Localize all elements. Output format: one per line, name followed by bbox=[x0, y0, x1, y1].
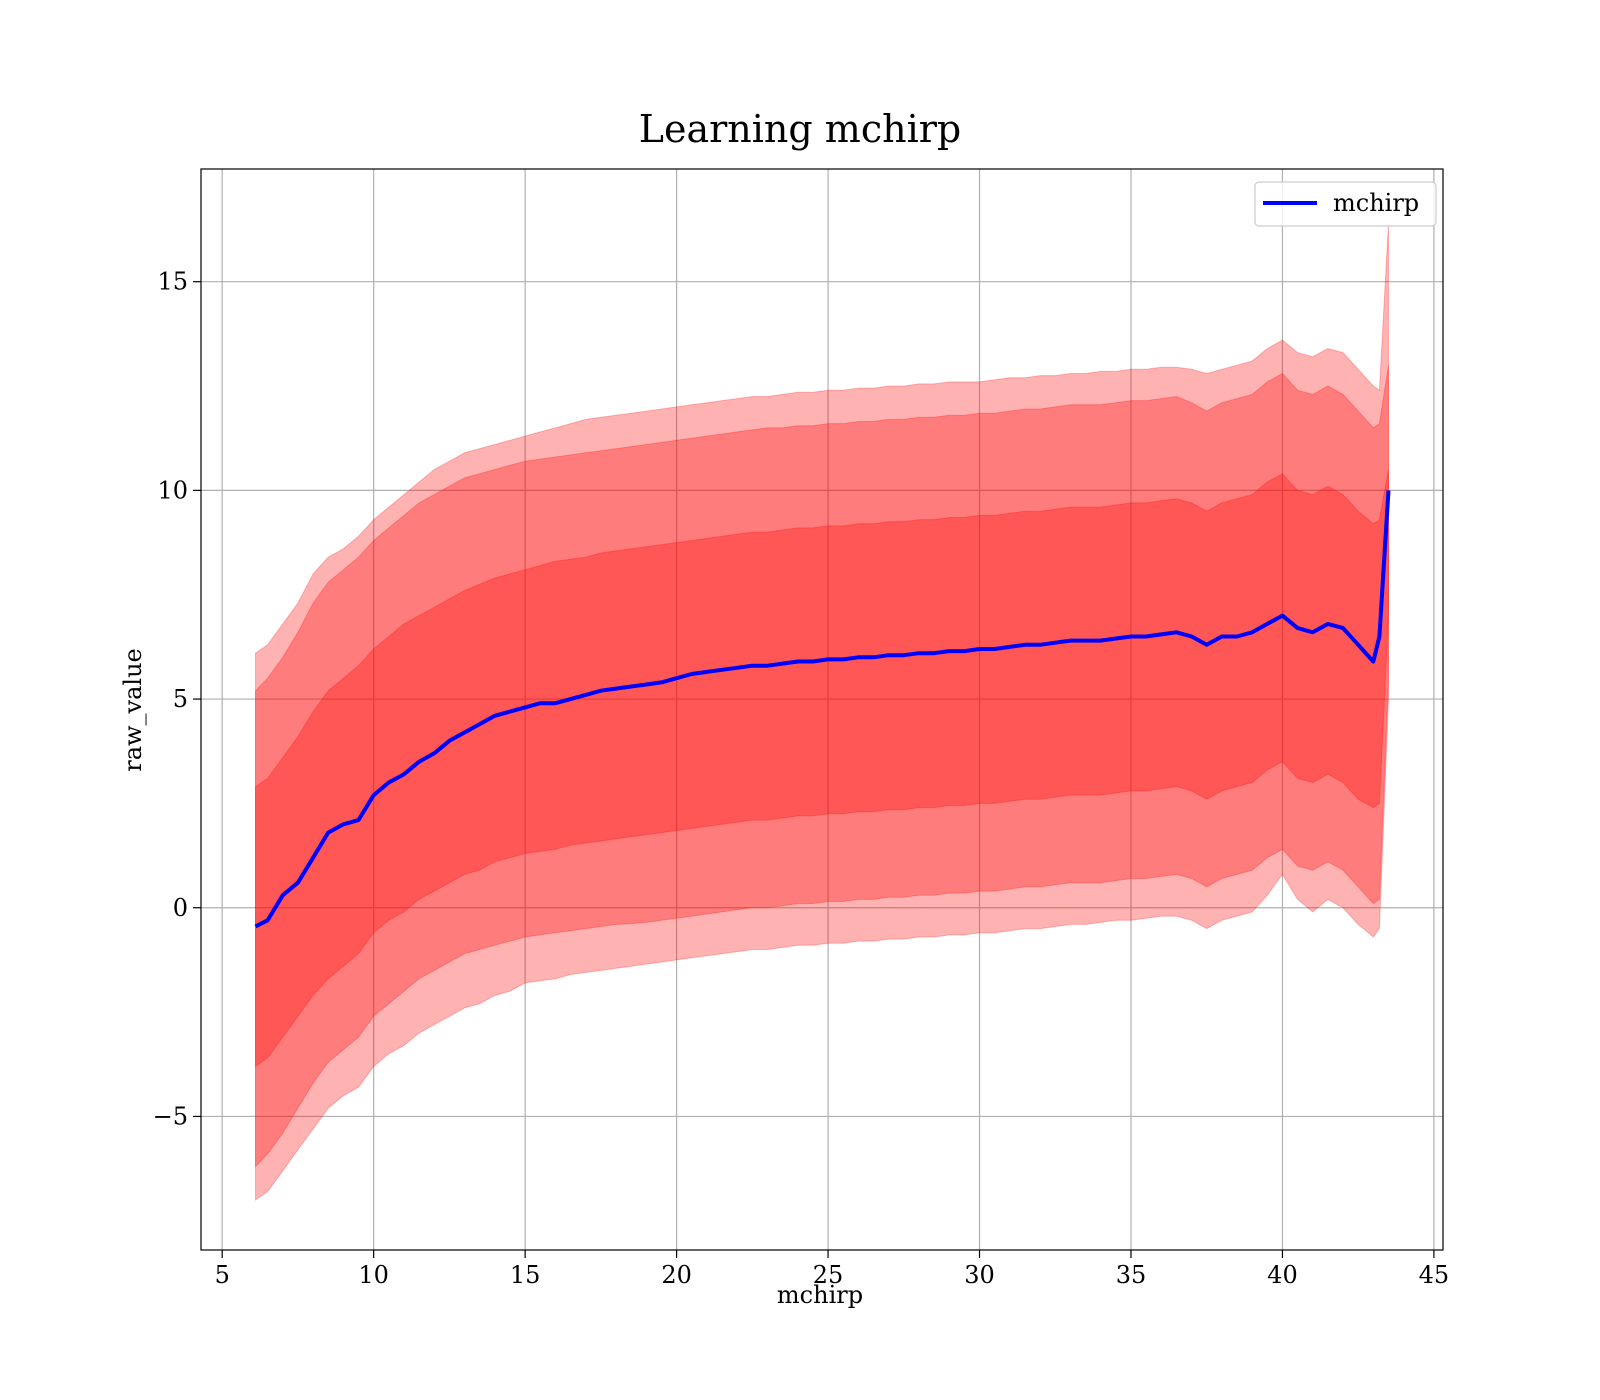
x-tick-label: 30 bbox=[964, 1261, 995, 1289]
x-tick-label: 10 bbox=[358, 1261, 389, 1289]
y-gridlines bbox=[201, 281, 1443, 1118]
y-tick-label: 0 bbox=[173, 894, 188, 922]
y-tick-label: −5 bbox=[153, 1102, 188, 1130]
confidence-band-1 bbox=[255, 223, 1389, 1201]
confidence-band-3 bbox=[255, 469, 1389, 1068]
x-gridlines bbox=[221, 169, 1435, 1250]
y-tick-label: 10 bbox=[157, 476, 188, 504]
chart-title: Learning mchirp bbox=[639, 107, 961, 151]
confidence-band-2 bbox=[255, 365, 1389, 1168]
y-tick-label: 5 bbox=[173, 685, 188, 713]
y-tick-label: 15 bbox=[157, 268, 188, 296]
legend-box bbox=[1254, 181, 1437, 227]
legend-entry-mchirp: mchirp bbox=[1333, 189, 1419, 217]
x-axis-label: mchirp bbox=[777, 1281, 863, 1309]
x-tick-label: 40 bbox=[1267, 1261, 1298, 1289]
legend: mchirp bbox=[1254, 181, 1437, 227]
x-tick-label: 15 bbox=[510, 1261, 541, 1289]
plot-area bbox=[200, 168, 1444, 1251]
series-line-mchirp bbox=[254, 490, 1391, 929]
y-axis-ticks: −5 0 5 10 15 bbox=[153, 268, 201, 1130]
x-axis-ticks: 5 10 15 20 25 30 35 40 45 bbox=[215, 1250, 1450, 1289]
y-axis-label: raw_value bbox=[119, 648, 147, 772]
x-tick-label: 25 bbox=[813, 1261, 844, 1289]
x-tick-label: 20 bbox=[661, 1261, 692, 1289]
axes-frame bbox=[200, 168, 1444, 1251]
x-tick-label: 5 bbox=[215, 1261, 230, 1289]
confidence-bands bbox=[255, 223, 1389, 1201]
x-tick-label: 45 bbox=[1419, 1261, 1450, 1289]
x-tick-label: 35 bbox=[1116, 1261, 1147, 1289]
